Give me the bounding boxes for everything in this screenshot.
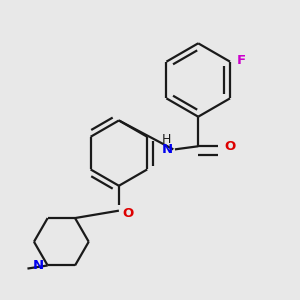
Text: N: N: [162, 143, 173, 156]
Text: O: O: [224, 140, 235, 153]
Text: F: F: [237, 54, 246, 67]
Text: H: H: [162, 133, 171, 146]
Text: N: N: [33, 259, 44, 272]
Text: O: O: [123, 207, 134, 220]
